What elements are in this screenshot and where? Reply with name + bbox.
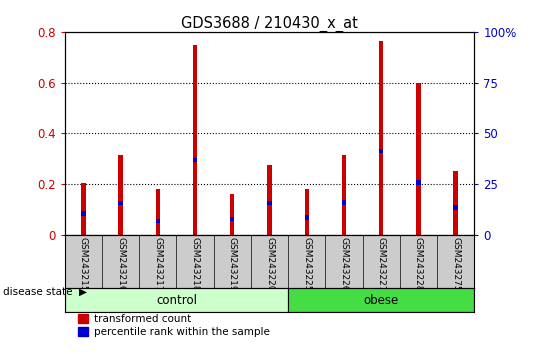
Bar xyxy=(65,288,288,312)
Bar xyxy=(453,171,458,235)
Bar xyxy=(305,215,309,220)
Bar xyxy=(81,211,86,216)
Bar xyxy=(193,158,197,162)
Text: obese: obese xyxy=(364,294,399,307)
Bar xyxy=(118,201,123,205)
Bar xyxy=(230,217,234,221)
Text: GSM243220: GSM243220 xyxy=(265,238,274,292)
Text: GSM243217: GSM243217 xyxy=(153,238,162,292)
Bar xyxy=(416,83,421,235)
Text: GSM243226: GSM243226 xyxy=(340,238,349,292)
Text: GSM243219: GSM243219 xyxy=(228,238,237,292)
Bar xyxy=(342,155,346,235)
Bar xyxy=(267,201,272,205)
Bar xyxy=(267,165,272,235)
Legend: transformed count, percentile rank within the sample: transformed count, percentile rank withi… xyxy=(78,314,270,337)
Bar xyxy=(379,41,383,235)
Bar xyxy=(305,189,309,235)
Bar xyxy=(416,181,421,185)
Bar xyxy=(230,194,234,235)
Bar xyxy=(193,45,197,235)
Text: GSM243216: GSM243216 xyxy=(116,238,125,292)
Text: control: control xyxy=(156,294,197,307)
Bar xyxy=(288,288,474,312)
Text: GSM243275: GSM243275 xyxy=(451,238,460,292)
Bar xyxy=(156,189,160,235)
Text: GSM243228: GSM243228 xyxy=(414,238,423,292)
Bar xyxy=(81,183,86,235)
Bar xyxy=(156,218,160,223)
Text: GSM243218: GSM243218 xyxy=(190,238,199,292)
Text: GSM243225: GSM243225 xyxy=(302,238,311,292)
Text: disease state  ▶: disease state ▶ xyxy=(3,287,87,297)
Text: GSM243215: GSM243215 xyxy=(79,238,88,292)
Text: GSM243227: GSM243227 xyxy=(377,238,386,292)
Bar xyxy=(342,200,346,205)
Bar xyxy=(379,149,383,153)
Title: GDS3688 / 210430_x_at: GDS3688 / 210430_x_at xyxy=(181,16,358,32)
Bar xyxy=(453,205,458,210)
Bar xyxy=(118,155,123,235)
